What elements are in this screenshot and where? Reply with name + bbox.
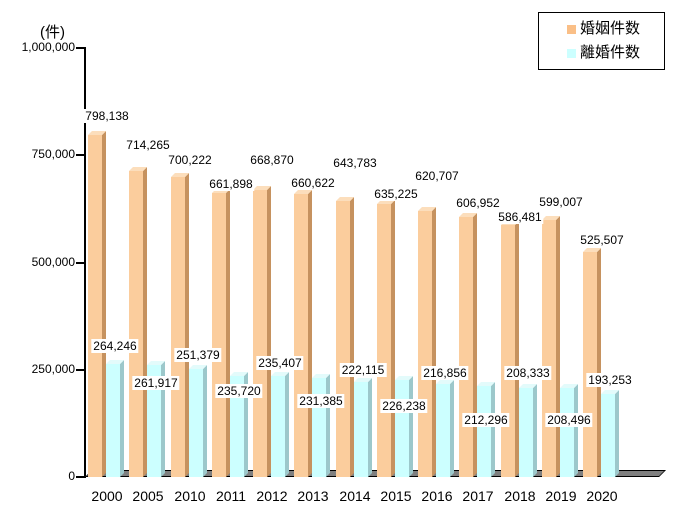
bar-front-face: [106, 364, 120, 477]
bar-front-face: [212, 193, 226, 477]
bar-front-face: [542, 220, 556, 477]
value-label-marriage-2012: 668,870: [248, 153, 296, 167]
bar-side-face: [326, 374, 330, 477]
value-label-divorce-2020: 193,253: [586, 373, 634, 387]
bar-front-face: [147, 365, 161, 477]
y-axis-tick-label: 250,000: [31, 362, 75, 376]
bar-side-face: [615, 390, 619, 477]
value-label-marriage-2020: 525,507: [578, 233, 626, 247]
value-label-divorce-2010: 251,379: [174, 348, 222, 362]
bar-front-face: [395, 380, 409, 477]
bar-front-face: [230, 376, 244, 477]
y-axis-tick-label: 750,000: [31, 147, 75, 161]
bar-front-face: [519, 388, 533, 477]
x-axis-label-2013: 2013: [297, 488, 329, 504]
value-label-divorce-2014: 222,115: [339, 363, 387, 377]
x-axis-label-2018: 2018: [504, 488, 536, 504]
bar-front-face: [477, 386, 491, 477]
value-label-divorce-2015: 226,238: [380, 399, 428, 413]
legend-item-label: 婚姻件数: [580, 20, 641, 37]
value-label-marriage-2011: 661,898: [207, 177, 255, 191]
value-label-marriage-2013: 660,622: [289, 176, 337, 190]
value-label-divorce-2005: 261,917: [132, 376, 180, 390]
value-label-marriage-2019: 599,007: [537, 195, 585, 209]
legend-swatch-icon: [567, 48, 576, 58]
x-axis-label-2014: 2014: [339, 488, 371, 504]
value-label-divorce-2019: 208,496: [545, 413, 593, 427]
legend-item-divorce: 離婚件数: [567, 45, 664, 61]
bar-side-face: [533, 384, 537, 477]
legend-item-label: 離婚件数: [580, 44, 641, 61]
x-axis-label-2017: 2017: [462, 488, 494, 504]
value-label-marriage-2018: 586,481: [496, 210, 544, 224]
bar-front-face: [583, 252, 597, 477]
bar-side-face: [450, 380, 454, 477]
y-axis-unit-label: (件): [40, 24, 65, 41]
bar-side-face: [491, 382, 495, 477]
value-label-divorce-2013: 231,385: [297, 394, 345, 408]
bar-front-face: [129, 171, 143, 477]
x-axis-label-2016: 2016: [421, 488, 453, 504]
value-label-marriage-2016: 620,707: [413, 169, 461, 183]
value-label-marriage-2017: 606,952: [454, 196, 502, 210]
bar-front-face: [459, 217, 473, 477]
x-axis-label-2019: 2019: [545, 488, 577, 504]
x-axis-label-2020: 2020: [586, 488, 618, 504]
bar-front-face: [171, 177, 185, 477]
value-label-divorce-2012: 235,407: [256, 356, 304, 370]
x-axis-label-2015: 2015: [380, 488, 412, 504]
bar-side-face: [285, 372, 289, 477]
bar-side-face: [368, 378, 372, 477]
bar-side-face: [409, 376, 413, 477]
bar-front-face: [271, 376, 285, 477]
value-label-divorce-2000: 264,246: [91, 339, 139, 353]
y-axis-tick: [76, 476, 85, 478]
bar-front-face: [88, 135, 102, 477]
bar-front-face: [601, 394, 615, 477]
value-label-divorce-2017: 212,296: [462, 413, 510, 427]
bar-side-face: [203, 365, 207, 477]
x-axis-label-2011: 2011: [215, 488, 247, 504]
bar-front-face: [336, 201, 350, 477]
y-axis-tick-label: 500,000: [31, 255, 75, 269]
bar-front-face: [253, 190, 267, 477]
bar-front-face: [354, 382, 368, 477]
bar-front-face: [312, 378, 326, 477]
bar-front-face: [377, 204, 391, 477]
value-label-marriage-2000: 798,138: [83, 109, 131, 123]
legend-item-marriage: 婚姻件数: [567, 21, 664, 37]
x-axis-label-2012: 2012: [256, 488, 288, 504]
y-axis-tick-label: 0: [68, 469, 75, 483]
bar-front-face: [501, 225, 515, 477]
x-axis-label-2000: 2000: [91, 488, 123, 504]
bar-front-face: [436, 384, 450, 477]
value-label-marriage-2005: 714,265: [124, 138, 172, 152]
bar-front-face: [418, 211, 432, 477]
bar-side-face: [120, 360, 124, 477]
value-label-divorce-2016: 216,856: [421, 366, 469, 380]
value-label-divorce-2011: 235,720: [215, 384, 263, 398]
x-axis-label-2010: 2010: [174, 488, 206, 504]
value-label-marriage-2014: 643,783: [331, 156, 379, 170]
y-axis-tick: [76, 47, 85, 49]
y-axis-line: [84, 47, 86, 478]
y-axis-tick-label: 1,000,000: [21, 40, 75, 54]
x-axis-label-2005: 2005: [132, 488, 164, 504]
bar-front-face: [560, 388, 574, 477]
y-axis-tick: [76, 369, 85, 371]
y-axis-tick: [76, 262, 85, 264]
legend: 婚姻件数 離婚件数: [538, 12, 665, 70]
legend-swatch-icon: [567, 24, 576, 34]
value-label-marriage-2010: 700,222: [166, 153, 214, 167]
bar-front-face: [294, 194, 308, 477]
y-axis-tick: [76, 154, 85, 156]
bar-side-face: [574, 384, 578, 477]
bar-front-face: [189, 369, 203, 477]
value-label-divorce-2018: 208,333: [504, 366, 552, 380]
value-label-marriage-2015: 635,225: [372, 187, 420, 201]
